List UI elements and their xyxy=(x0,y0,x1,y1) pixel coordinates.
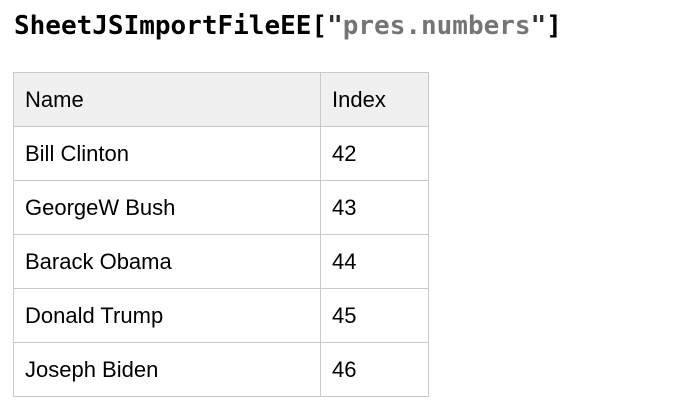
sheet-title-close-quote: " xyxy=(530,11,547,41)
table-row: Bill Clinton 42 xyxy=(13,126,429,181)
sheet-title-close-bracket: ] xyxy=(546,11,562,41)
table-row: Joseph Biden 46 xyxy=(13,342,429,397)
cell-name: Donald Trump xyxy=(13,288,321,343)
cell-name: Joseph Biden xyxy=(13,342,321,397)
table-row: Barack Obama 44 xyxy=(13,234,429,289)
table-row: Donald Trump 45 xyxy=(13,288,429,343)
cell-name: Bill Clinton xyxy=(13,126,321,181)
cell-name: GeorgeW Bush xyxy=(13,180,321,235)
table-header-row: Name Index xyxy=(13,72,429,127)
sheet-title-sheet-name: pres.numbers xyxy=(342,11,531,41)
column-header-index: Index xyxy=(320,72,429,127)
cell-index: 45 xyxy=(320,288,429,343)
presidents-table: Name Index Bill Clinton 42 GeorgeW Bush … xyxy=(13,72,429,397)
column-header-name: Name xyxy=(13,72,321,127)
sheet-title-prefix: SheetJSImportFileEE xyxy=(14,11,312,41)
cell-index: 44 xyxy=(320,234,429,289)
sheet-title-open-quote: " xyxy=(327,11,343,41)
sheet-title-open-bracket: [ xyxy=(311,11,328,41)
cell-index: 46 xyxy=(320,342,429,397)
cell-index: 43 xyxy=(320,180,429,235)
cell-name: Barack Obama xyxy=(13,234,321,289)
table-row: GeorgeW Bush 43 xyxy=(13,180,429,235)
cell-index: 42 xyxy=(320,126,429,181)
sheet-title: SheetJSImportFileEE["pres.numbers"] xyxy=(14,9,562,43)
